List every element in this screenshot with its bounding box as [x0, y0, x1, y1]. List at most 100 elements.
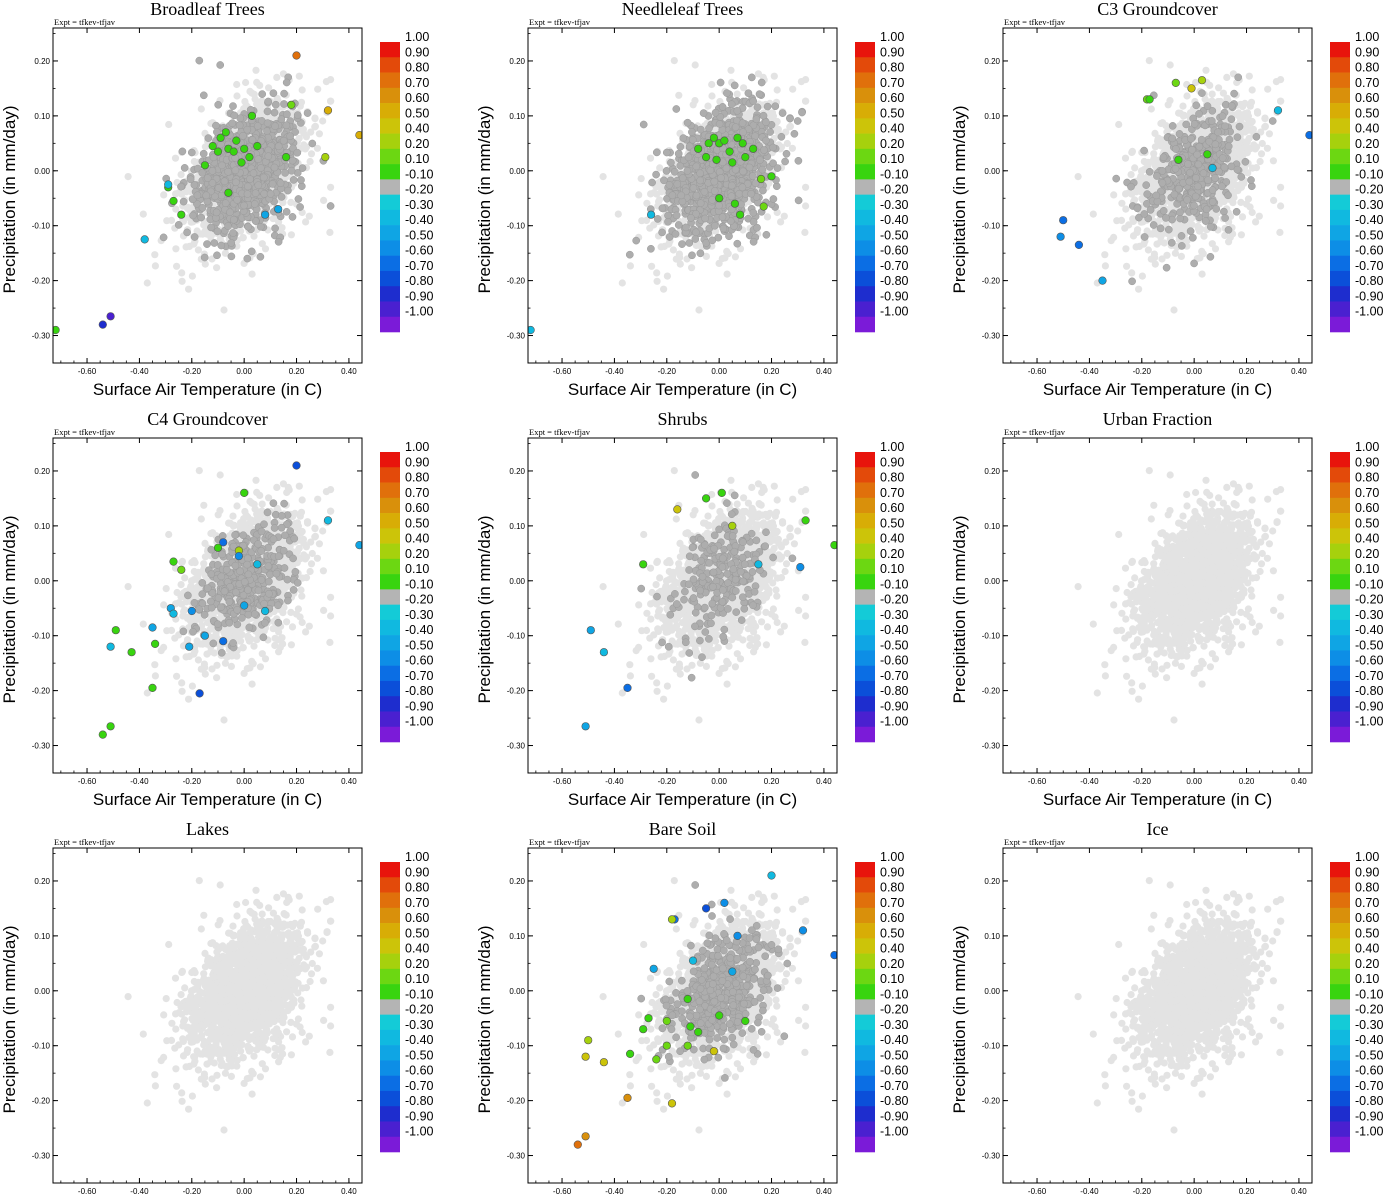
background-point [305, 212, 313, 220]
neutral-point [303, 109, 312, 117]
colorbar-label: 0.50 [405, 106, 429, 120]
data-point [232, 136, 241, 145]
neutral-point [208, 179, 217, 187]
data-point [213, 147, 223, 156]
colorbar-swatch [380, 209, 400, 226]
data-point [216, 133, 225, 142]
neutral-point [187, 148, 196, 157]
colorbar-swatch [380, 286, 400, 302]
background-point [124, 173, 132, 181]
scatter-points [528, 57, 810, 335]
neutral-point [282, 121, 291, 130]
neutral-point [253, 122, 262, 130]
data-point [221, 128, 230, 137]
background-point [213, 264, 221, 272]
neutral-point [247, 247, 256, 256]
neutral-point [189, 211, 197, 220]
neutral-point [282, 78, 291, 87]
background-point [763, 213, 772, 221]
neutral-point [280, 89, 288, 98]
background-point [326, 228, 334, 236]
colorbar-label: -0.60 [405, 244, 434, 258]
background-point [248, 270, 256, 278]
colorbar-label: -0.70 [405, 259, 434, 273]
background-point [233, 92, 241, 100]
background-point [802, 183, 810, 191]
neutral-point [782, 149, 791, 158]
panel-title: Broadleaf Trees [150, 0, 264, 19]
neutral-point [228, 119, 237, 128]
background-point [151, 262, 159, 270]
neutral-point [213, 227, 222, 236]
background-point [773, 86, 781, 94]
background-point [637, 175, 645, 183]
x-tick-label: -0.40 [130, 367, 149, 376]
background-point [691, 97, 699, 105]
colorbar-label: 1.00 [405, 30, 429, 44]
background-point [298, 86, 306, 94]
background-point [688, 264, 696, 272]
background-point [614, 210, 622, 218]
neutral-point [190, 233, 199, 241]
neutral-point [271, 100, 280, 109]
background-point [160, 191, 168, 199]
colorbar-swatch [380, 301, 400, 318]
neutral-point [753, 103, 762, 112]
background-point [233, 80, 241, 89]
data-point [224, 188, 233, 197]
neutral-point [699, 109, 708, 117]
background-point [708, 92, 716, 100]
colorbar-swatch [380, 148, 400, 165]
colorbar-swatch [380, 103, 400, 119]
colorbar-swatch [380, 316, 400, 333]
data-point [274, 205, 283, 214]
data-point [245, 153, 254, 162]
plot-frame [52, 27, 363, 364]
background-point [315, 130, 323, 138]
neutral-point [276, 179, 285, 188]
data-point [355, 131, 362, 140]
background-point [802, 202, 810, 210]
neutral-point [214, 184, 223, 192]
background-point [754, 70, 763, 78]
neutral-point [210, 239, 219, 247]
background-point [172, 190, 180, 198]
y-tick-label: 0.20 [34, 57, 50, 66]
neutral-point [200, 253, 209, 262]
neutral-point [229, 102, 237, 110]
neutral-point [199, 149, 208, 158]
neutral-point [213, 251, 221, 260]
data-point [321, 153, 330, 162]
background-point [297, 98, 306, 106]
colorbar-label: -0.30 [405, 198, 434, 212]
neutral-point [274, 142, 283, 151]
background-point [704, 102, 712, 110]
colorbar-label: -0.90 [405, 290, 434, 304]
neutral-point [263, 107, 272, 116]
data-point [98, 320, 107, 329]
neutral-point [232, 178, 240, 187]
background-point [295, 72, 303, 80]
neutral-point [270, 163, 279, 172]
neutral-point [180, 164, 189, 172]
neutral-point [757, 78, 766, 87]
background-point [599, 173, 607, 181]
background-point [167, 216, 176, 224]
neutral-point [284, 186, 292, 195]
neutral-point [297, 176, 305, 184]
neutral-point [266, 190, 275, 198]
background-point [143, 279, 151, 287]
data-point [164, 180, 173, 189]
neutral-point [212, 121, 220, 130]
colorbar-swatch [380, 240, 400, 256]
neutral-point [716, 78, 725, 87]
neutral-point [202, 191, 211, 200]
background-point [727, 66, 735, 74]
background-point [172, 245, 180, 253]
background-point [273, 73, 281, 81]
neutral-point [195, 56, 204, 65]
background-point [656, 164, 664, 172]
colorbar-swatch [380, 57, 400, 73]
background-point [789, 85, 797, 93]
neutral-point [662, 148, 671, 157]
